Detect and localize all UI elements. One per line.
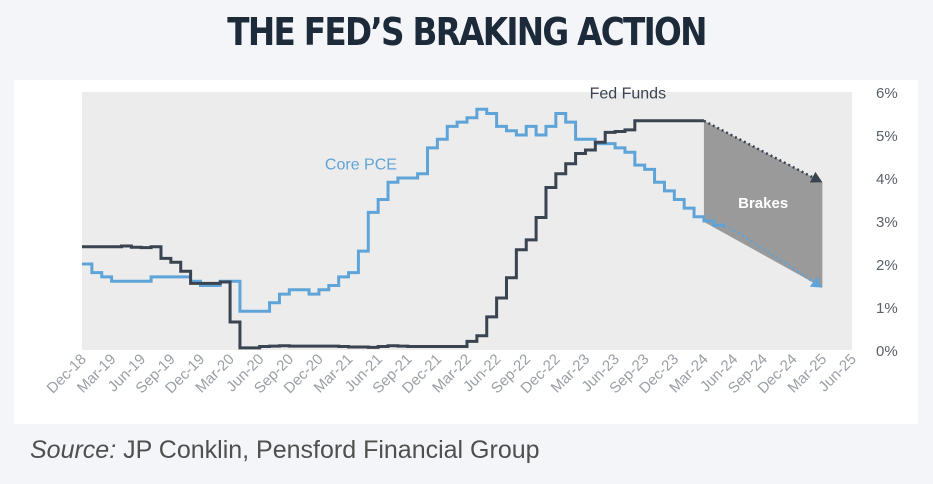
brakes-area-group: Brakes xyxy=(703,120,823,288)
annotation-core-pce: Core PCE xyxy=(325,156,397,173)
projection-arrow-fed-funds xyxy=(809,171,823,183)
chart-panel: Brakes Fed Funds Core PCE 0% 1% 2% 3% 4% 5% 6% … xyxy=(14,80,918,424)
source-label: Source: xyxy=(30,436,117,464)
y-tick-label: 0% xyxy=(876,343,898,360)
y-tick-label: 2% xyxy=(876,257,898,274)
y-axis: 0% 1% 2% 3% 4% 5% 6% xyxy=(876,85,898,360)
source-text: JP Conklin, Pensford Financial Group xyxy=(123,436,540,464)
y-tick-label: 6% xyxy=(876,85,898,102)
series-line-core-pce xyxy=(82,107,726,313)
series-line-fed-funds xyxy=(82,119,704,350)
y-tick-label: 3% xyxy=(876,214,898,231)
annotation-group: Fed Funds Core PCE xyxy=(325,85,666,173)
y-tick-label: 5% xyxy=(876,128,898,145)
projection-arrow-core-pce xyxy=(809,276,823,288)
projection-line-fed-funds xyxy=(703,119,819,182)
y-tick-label: 4% xyxy=(876,171,898,188)
annotation-fed-funds: Fed Funds xyxy=(590,85,666,102)
brakes-label: Brakes xyxy=(738,195,788,212)
brakes-area xyxy=(703,120,823,288)
series-group xyxy=(82,107,726,350)
source-note: Source: JP Conklin, Pensford Financial G… xyxy=(30,436,540,465)
projection-group xyxy=(703,119,823,288)
chart-title: THE FED’S BRAKING ACTION xyxy=(227,10,707,54)
y-tick-label: 1% xyxy=(876,300,898,317)
x-axis: Dec-18Mar-19Jun-19Sep-19Dec-19Mar-20Jun-… xyxy=(44,351,860,397)
